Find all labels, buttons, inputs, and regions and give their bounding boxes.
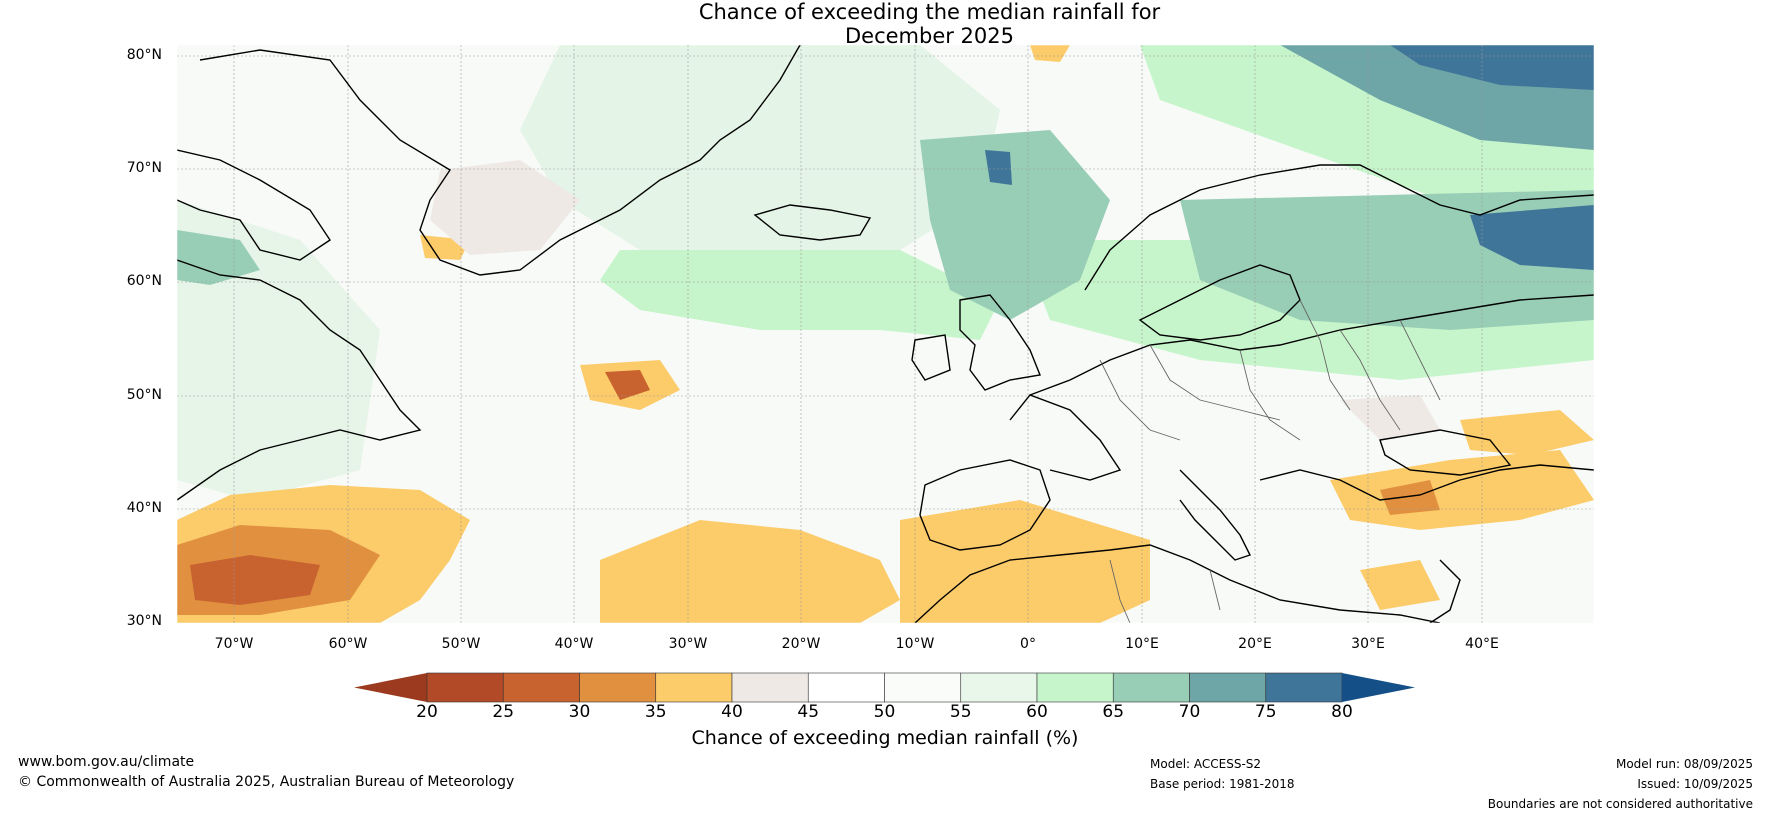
patch-teal-norwegian-sea xyxy=(920,130,1110,320)
colorbar-tick-label: 70 xyxy=(1178,702,1201,722)
colorbar-segment xyxy=(960,672,1038,703)
lon-label-20w: 20°W xyxy=(781,636,821,652)
patch-orange-subtropics xyxy=(600,520,900,623)
lon-label-40w: 40°W xyxy=(554,636,594,652)
colorbar-segment xyxy=(1036,672,1114,703)
colorbar-tick-label: 20 xyxy=(416,702,438,722)
footer-base-period: Base period: 1981-2018 xyxy=(1150,777,1295,791)
colorbar-tick-label: 35 xyxy=(644,702,667,722)
colorbar-segment xyxy=(884,672,962,703)
colorbar-arrow-high xyxy=(1342,673,1415,702)
coast-canada-arctic xyxy=(177,149,331,261)
coast-black-sea xyxy=(1379,429,1512,476)
patch-blue-northeast xyxy=(1470,205,1594,270)
colorbar-segment xyxy=(807,672,885,703)
country-borders xyxy=(1099,299,1441,623)
colorbar-segment xyxy=(426,672,504,703)
coast-iceland xyxy=(753,204,872,241)
coast-italy xyxy=(1179,469,1251,561)
patch-orange-north-africa xyxy=(900,500,1150,623)
lon-label-70w: 70°W xyxy=(214,636,254,652)
patch-green-north-atlantic xyxy=(520,45,1000,260)
patch-beige-east xyxy=(1340,395,1440,440)
lon-label-10e: 10°E xyxy=(1125,636,1159,652)
colorbar-tick-label: 30 xyxy=(568,702,591,722)
coast-europe-west xyxy=(1029,294,1594,396)
coast-labrador xyxy=(177,259,422,501)
coastlines xyxy=(177,45,1594,623)
footer-issued: Issued: 10/09/2025 xyxy=(1637,777,1753,791)
lat-label-60n: 60°N xyxy=(126,273,162,289)
colorbar-tick-label: 60 xyxy=(1026,702,1048,722)
coast-east-med xyxy=(1429,559,1461,623)
lon-label-50w: 50°W xyxy=(441,636,481,652)
colorbar-tick-label: 45 xyxy=(797,702,820,722)
footer-copyright: © Commonwealth of Australia 2025, Austra… xyxy=(18,774,515,790)
coast-balkans-turkey xyxy=(1259,464,1594,501)
colorbar-segment xyxy=(502,672,580,703)
coast-greenland xyxy=(199,45,801,276)
graticule xyxy=(177,45,1594,623)
probability-shading xyxy=(177,45,1594,623)
footer-website: www.bom.gov.au/climate xyxy=(18,754,195,770)
map-title-line1: Chance of exceeding the median rainfall … xyxy=(698,0,1161,24)
coast-ireland xyxy=(911,334,951,381)
colorbar-tick-label: 80 xyxy=(1331,702,1353,722)
coast-british-isles xyxy=(959,294,1041,391)
patch-blue-norwegian xyxy=(985,150,1012,185)
colorbar-segment xyxy=(1112,672,1190,703)
colorbar-segment xyxy=(1265,672,1343,703)
patch-teal-labrador xyxy=(177,230,260,285)
colorbar-tick-label: 25 xyxy=(492,702,515,722)
colorbar-arrow-low xyxy=(354,673,427,702)
footer-model-run: Model run: 08/09/2025 xyxy=(1615,757,1753,771)
colorbar-tick-label: 75 xyxy=(1254,702,1277,722)
patch-red-mid-atlantic xyxy=(605,370,650,400)
rainfall-probability-map xyxy=(176,44,1595,624)
map-title: Chance of exceeding the median rainfall … xyxy=(0,0,1770,48)
colorbar-tick-label: 50 xyxy=(873,702,896,722)
colorbar-segment xyxy=(731,672,809,703)
lat-label-40n: 40°N xyxy=(126,500,162,516)
coast-north-africa xyxy=(914,544,1441,623)
colorbar-label: Chance of exceeding median rainfall (%) xyxy=(691,727,1079,749)
coast-scandinavia xyxy=(1084,164,1594,291)
lon-label-20e: 20°E xyxy=(1238,636,1272,652)
colorbar-segment xyxy=(579,672,657,703)
map-title-line2: December 2025 xyxy=(844,24,1014,48)
lon-label-0: 0° xyxy=(1020,636,1036,652)
lat-label-80n: 80°N xyxy=(126,47,162,63)
colorbar-tick-label: 55 xyxy=(949,702,972,722)
colorbar-tick-label: 65 xyxy=(1102,702,1125,722)
patch-red-turkey xyxy=(1380,480,1440,515)
lon-label-60w: 60°W xyxy=(328,636,368,652)
colorbar-segment xyxy=(655,672,733,703)
footer-disclaimer: Boundaries are not considered authoritat… xyxy=(1487,797,1753,811)
coast-france xyxy=(1009,394,1122,481)
patch-red-southwest xyxy=(190,555,320,605)
lon-label-40e: 40°E xyxy=(1465,636,1499,652)
colorbar-segments xyxy=(354,672,1415,703)
lon-label-10w: 10°W xyxy=(895,636,935,652)
lon-label-30w: 30°W xyxy=(668,636,708,652)
lat-label-50n: 50°N xyxy=(126,387,162,403)
lat-label-70n: 70°N xyxy=(126,160,162,176)
patch-orange-arctic-top xyxy=(1030,45,1070,62)
coast-iberia xyxy=(919,459,1051,551)
lat-label-30n: 30°N xyxy=(126,613,162,629)
patch-beige-greenland xyxy=(430,160,580,255)
patch-green-mid-band xyxy=(600,250,1000,340)
footer-model: Model: ACCESS-S2 xyxy=(1150,757,1262,771)
patch-orange-levant xyxy=(1360,560,1440,610)
colorbar-tick-label: 40 xyxy=(721,702,743,722)
lon-label-30e: 30°E xyxy=(1351,636,1385,652)
colorbar-segment xyxy=(1189,672,1267,703)
